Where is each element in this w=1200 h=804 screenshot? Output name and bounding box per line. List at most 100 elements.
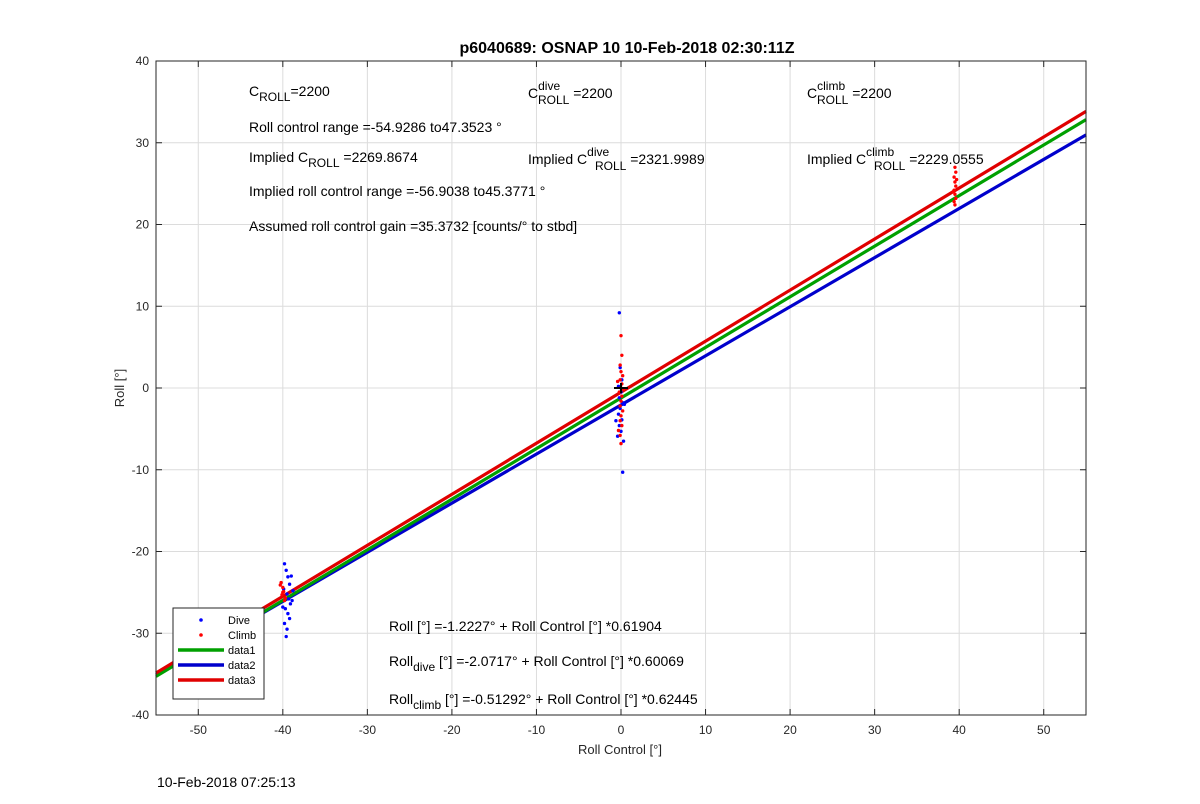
x-tick-label: 50	[1037, 723, 1051, 737]
dive-point	[281, 605, 285, 609]
x-axis-label: Roll Control [°]	[578, 742, 662, 757]
x-tick-label: 10	[699, 723, 713, 737]
legend-label-data1: data1	[228, 645, 256, 657]
dive-point	[617, 396, 622, 400]
annotation-fit-climb: Rollclimb [°] =-0.51292° + Roll Control …	[389, 691, 698, 712]
dive-point	[288, 602, 293, 606]
x-tick-label: 40	[953, 723, 967, 737]
y-tick-label: -30	[132, 626, 150, 640]
dive-point	[286, 611, 290, 616]
dive-point	[289, 574, 293, 578]
legend-label-climb: Climb	[228, 630, 256, 642]
dive-point	[283, 607, 288, 611]
annotation-implied-c-roll-climb: Implied Cclimb ROLL =2229.0555	[807, 145, 984, 173]
legend-label-dive: Dive	[228, 615, 250, 627]
climb-point	[954, 184, 958, 188]
climb-point	[620, 409, 625, 413]
x-tick-label: -10	[528, 723, 546, 737]
dive-point	[620, 470, 625, 474]
climb-point	[618, 363, 622, 367]
climb-point	[281, 585, 285, 590]
y-tick-label: -10	[132, 463, 150, 477]
climb-point	[952, 175, 956, 179]
x-tick-label: -50	[190, 723, 208, 737]
legend-label-data2: data2	[228, 660, 256, 672]
y-tick-label: 0	[142, 381, 149, 395]
x-tick-label: 0	[618, 723, 625, 737]
dive-point	[617, 423, 622, 428]
chart-title: p6040689: OSNAP 10 10-Feb-2018 02:30:11Z	[459, 40, 794, 57]
climb-point	[953, 165, 957, 169]
y-axis-label: Roll [°]	[112, 369, 127, 407]
climb-point	[615, 379, 620, 384]
dive-point	[282, 562, 287, 566]
dive-point	[287, 597, 291, 601]
legend-label-data3: data3	[228, 675, 256, 687]
y-tick-label: -20	[132, 545, 150, 559]
annotation-c-roll-climb: Cclimb ROLL =2200	[807, 79, 892, 107]
dive-point	[285, 592, 289, 596]
annotation-fit-dive: Rolldive [°] =-2.0717° + Roll Control [°…	[389, 653, 684, 674]
climb-point	[953, 192, 957, 196]
dive-point	[285, 627, 289, 631]
dive-point	[284, 634, 288, 639]
x-tick-label: -30	[359, 723, 377, 737]
dive-point	[618, 365, 622, 370]
legend-box	[172, 607, 265, 700]
annotation-c-roll: CROLL=2200	[249, 83, 330, 104]
dive-point	[616, 412, 621, 416]
climb-point	[619, 441, 623, 446]
origin-marker	[614, 383, 628, 393]
dive-point	[286, 575, 290, 579]
x-tick-label: -20	[443, 723, 461, 737]
climb-point	[951, 190, 955, 194]
climb-point	[620, 353, 624, 357]
annotation-implied-c-roll-dive: Implied Cdive ROLL =2321.9989	[528, 145, 705, 173]
annotation-implied-c-roll: Implied CROLL =2269.8674	[249, 149, 418, 170]
climb-point	[278, 583, 282, 587]
dive-point	[290, 598, 294, 603]
climb-point	[618, 433, 622, 438]
annotation-c-roll-dive: Cdive ROLL =2200	[528, 79, 613, 107]
dive-point	[282, 621, 287, 626]
dive-point	[618, 406, 622, 411]
annotation-implied-range: Implied roll control range =-56.9038 to4…	[249, 183, 545, 199]
fit-line-data1	[155, 118, 1087, 678]
climb-point	[954, 170, 958, 174]
y-tick-label: 20	[136, 218, 150, 232]
y-tick-label: 40	[136, 54, 150, 68]
climb-point	[954, 196, 958, 201]
climb-point	[618, 378, 622, 382]
annotation-gain: Assumed roll control gain =35.3732 [coun…	[249, 218, 577, 234]
dive-point	[622, 402, 627, 407]
dive-point	[617, 311, 622, 315]
y-tick-label: -40	[132, 708, 150, 722]
climb-point	[620, 423, 624, 428]
climb-point	[619, 333, 623, 338]
annotation-fit-all: Roll [°] =-1.2227° + Roll Control [°] *0…	[389, 618, 662, 634]
climb-point	[953, 180, 957, 184]
dive-point	[284, 568, 288, 573]
climb-point	[619, 399, 623, 403]
legend-marker-dive	[199, 618, 203, 622]
climb-point	[282, 598, 287, 603]
climb-point	[620, 394, 624, 398]
climb-point	[953, 203, 957, 207]
climb-point	[620, 374, 625, 378]
x-tick-label: 20	[783, 723, 797, 737]
climb-point	[619, 369, 623, 374]
climb-point	[618, 404, 622, 408]
dive-point	[621, 439, 626, 443]
y-tick-label: 30	[136, 136, 150, 150]
climb-point	[952, 199, 956, 204]
x-tick-label: 30	[868, 723, 882, 737]
x-tick-label: -40	[274, 723, 292, 737]
climb-point	[954, 177, 959, 182]
dive-point	[291, 589, 295, 593]
y-tick-label: 10	[136, 299, 150, 313]
axis-ticks: -50 -40 -30 -20 -10 0 10 20 30 40 50 -40 -30 -20 -10 0 1…	[132, 54, 1086, 737]
timestamp: 10-Feb-2018 07:25:13	[157, 774, 296, 790]
climb-point	[619, 414, 623, 418]
legend: Dive Climb data1 data2 data3	[172, 607, 265, 700]
